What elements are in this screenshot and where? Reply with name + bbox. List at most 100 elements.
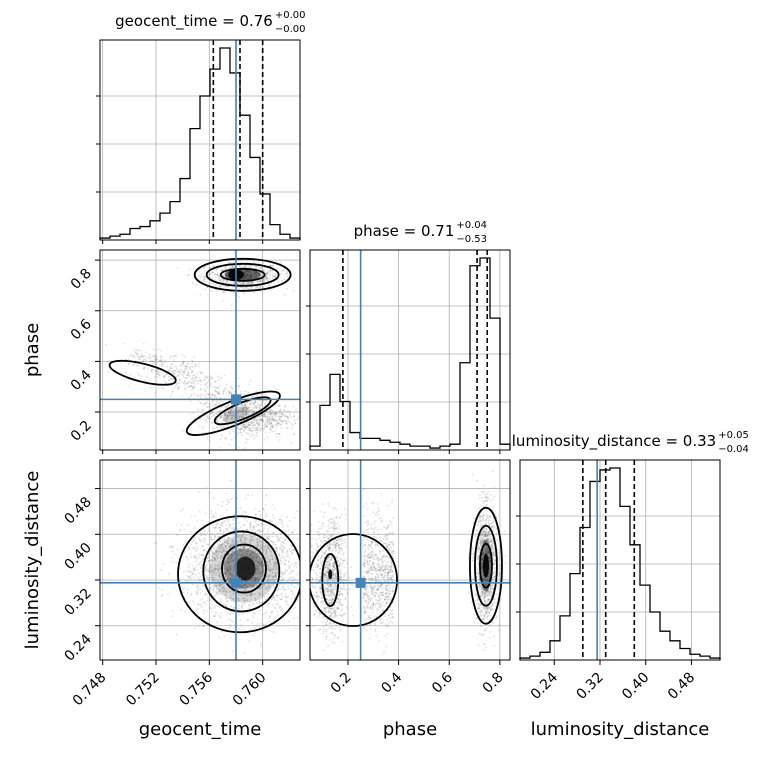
sample-point: [214, 380, 216, 383]
sample-point: [250, 421, 253, 424]
sample-point: [273, 386, 276, 388]
sample-point: [247, 406, 249, 409]
sample-point: [182, 364, 185, 366]
sample-point: [202, 275, 205, 278]
sample-point: [199, 575, 202, 578]
sample-point: [275, 424, 277, 427]
sample-point: [212, 515, 215, 518]
sample-point: [262, 570, 264, 573]
sample-point: [257, 405, 259, 408]
sample-point: [202, 409, 205, 412]
sample-point: [259, 430, 262, 432]
sample-point: [172, 546, 174, 549]
sample-point: [273, 561, 276, 563]
sample-point: [228, 415, 231, 418]
sample-point: [215, 268, 218, 271]
sample-point: [231, 415, 234, 417]
sample-point: [227, 424, 230, 426]
sample-point: [213, 615, 216, 618]
sample-point: [256, 570, 259, 573]
sample-point: [275, 564, 277, 566]
sample-point: [231, 553, 233, 556]
sample-point: [154, 375, 156, 378]
sample-point: [192, 387, 195, 390]
sample-point: [186, 376, 189, 379]
sample-point: [257, 510, 260, 513]
sample-point: [223, 634, 226, 637]
sample-point: [229, 408, 231, 411]
sample-point: [269, 413, 272, 415]
sample-point: [266, 418, 269, 421]
sample-point: [266, 422, 268, 424]
sample-point: [225, 493, 228, 495]
sample-point: [260, 415, 263, 418]
sample-point: [272, 418, 275, 421]
sample-point: [250, 426, 253, 429]
sample-point: [192, 600, 195, 602]
sample-point: [199, 532, 202, 534]
title-upper: +0.00: [275, 10, 306, 21]
sample-point: [189, 375, 191, 377]
hist-panel-luminosity_distance: [516, 459, 721, 661]
sample-point: [294, 422, 297, 425]
sample-point: [203, 280, 206, 283]
sample-point: [160, 356, 163, 358]
contour-line: [205, 262, 280, 287]
sample-point: [274, 423, 277, 426]
sample-point: [243, 549, 246, 552]
sample-point: [224, 561, 227, 564]
sample-point: [242, 423, 245, 426]
sample-point: [181, 382, 184, 384]
sample-point: [231, 265, 234, 267]
sample-point: [171, 371, 174, 373]
sample-point: [254, 429, 257, 432]
sample-point: [250, 592, 253, 595]
contour-line: [219, 267, 266, 282]
sample-point: [220, 415, 223, 418]
sample-point: [249, 264, 252, 267]
sample-point: [226, 509, 228, 512]
sample-point: [181, 543, 184, 546]
sample-point: [229, 262, 232, 264]
sample-point: [219, 415, 222, 418]
sample-point: [206, 376, 209, 379]
sample-point: [181, 362, 183, 365]
sample-point: [217, 379, 220, 382]
sample-point: [285, 427, 288, 429]
sample-point: [197, 365, 200, 368]
sample-point: [200, 277, 202, 279]
sample-point: [219, 615, 222, 618]
sample-point: [225, 388, 228, 390]
sample-point: [225, 392, 228, 395]
sample-point: [206, 599, 209, 602]
sample-point: [253, 426, 255, 429]
sample-point: [273, 419, 276, 422]
sample-point: [218, 392, 221, 395]
sample-point: [237, 415, 240, 418]
sample-point: [270, 598, 273, 601]
sample-point: [258, 280, 261, 283]
sample-point: [244, 427, 247, 429]
sample-point: [265, 495, 268, 497]
sample-point: [271, 604, 274, 606]
sample-point: [236, 406, 239, 409]
sample-point: [278, 404, 281, 407]
sample-point: [192, 381, 195, 384]
sample-point: [255, 431, 258, 434]
sample-point: [203, 383, 206, 386]
sample-point: [246, 281, 249, 284]
sample-point: [256, 428, 259, 431]
sample-point: [278, 552, 281, 555]
sample-point: [223, 426, 226, 429]
sample-point: [247, 423, 250, 426]
sample-point: [150, 360, 153, 363]
sample-point: [257, 520, 259, 523]
sample-point: [207, 568, 209, 571]
sample-point: [227, 411, 230, 414]
sample-point: [208, 492, 211, 494]
sample-point: [233, 417, 236, 419]
sample-point: [177, 374, 179, 377]
sample-point: [245, 411, 248, 414]
sample-point: [183, 356, 186, 358]
sample-point: [253, 410, 256, 413]
